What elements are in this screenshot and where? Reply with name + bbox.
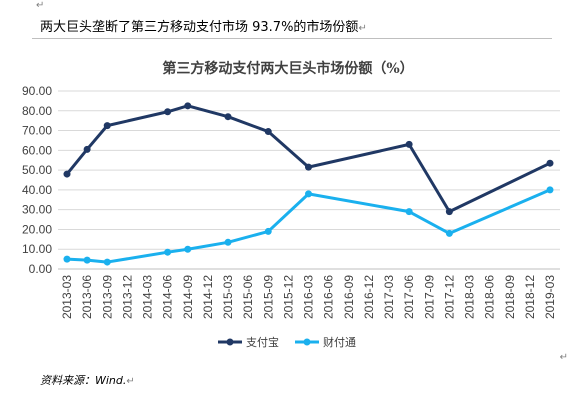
- data-point: [184, 245, 192, 253]
- paragraph-mark: ↵: [358, 23, 367, 34]
- x-tick-label: 2014-06: [161, 275, 175, 319]
- data-point: [103, 122, 111, 130]
- gridlines: [58, 90, 560, 250]
- x-tick-label: 2017-03: [382, 275, 396, 319]
- y-tick-label: 40.00: [22, 183, 52, 197]
- x-tick-label: 2018-03: [463, 275, 477, 319]
- paragraph-mark: ↵: [559, 352, 568, 363]
- y-tick-label: 50.00: [22, 163, 52, 177]
- data-point: [405, 140, 413, 148]
- legend-marker: [226, 338, 234, 346]
- data-point: [103, 258, 111, 266]
- source-text: 资料来源：Wind.: [40, 374, 127, 387]
- data-point: [184, 102, 192, 110]
- x-tick-label: 2015-03: [221, 275, 235, 319]
- x-tick-label: 2016-06: [322, 275, 336, 319]
- data-point: [224, 238, 232, 246]
- x-axis-ticks: 2013-03 2013-06 2013-09 2013-12 2014-03 2014-…: [60, 275, 557, 319]
- x-tick-label: 2019-03: [543, 275, 557, 319]
- y-tick-label: 0.00: [29, 262, 53, 276]
- y-tick-label: 60.00: [22, 143, 52, 157]
- data-point: [546, 159, 554, 167]
- x-tick-label: 2015-09: [261, 275, 275, 319]
- source-note: 资料来源：Wind.↵: [40, 372, 135, 388]
- series-line: [66, 188, 551, 264]
- data-point: [405, 208, 413, 216]
- series-layer: [63, 102, 554, 266]
- data-point: [63, 170, 71, 178]
- data-point: [264, 128, 272, 136]
- data-point: [264, 227, 272, 235]
- x-tick-label: 2013-12: [120, 275, 134, 319]
- paragraph-mark: ↵: [126, 376, 135, 387]
- data-point: [546, 186, 554, 194]
- data-point: [224, 113, 232, 121]
- document-heading: 两大巨头垄断了第三方移动支付市场 93.7%的市场份额↵: [40, 16, 367, 35]
- x-tick-label: 2014-12: [201, 275, 215, 319]
- legend-label: 支付宝: [246, 335, 279, 349]
- y-tick-label: 90.00: [22, 84, 52, 98]
- x-tick-label: 2018-12: [523, 275, 537, 319]
- legend-marker: [303, 338, 311, 346]
- paragraph-mark: ↵: [36, 0, 45, 11]
- x-tick-label: 2016-09: [342, 275, 356, 319]
- y-tick-label: 20.00: [22, 222, 52, 236]
- y-tick-label: 70.00: [22, 124, 52, 138]
- x-tick-label: 2014-03: [141, 275, 155, 319]
- data-point: [164, 108, 172, 116]
- heading-text: 两大巨头垄断了第三方移动支付市场 93.7%的市场份额: [40, 20, 359, 35]
- y-tick-label: 10.00: [22, 242, 52, 256]
- data-point: [164, 248, 172, 256]
- y-axis-ticks: 0.00 10.00 20.00 30.00 40.00 50.00 60.00 70.00 8…: [22, 84, 52, 276]
- data-point: [445, 229, 453, 237]
- y-tick-label: 30.00: [22, 203, 52, 217]
- data-point: [83, 256, 91, 264]
- data-point: [63, 255, 71, 263]
- x-tick-label: 2016-12: [362, 275, 376, 319]
- legend-label: 财付通: [323, 335, 356, 349]
- x-tick-label: 2013-03: [60, 275, 74, 319]
- data-point: [305, 190, 312, 198]
- data-point: [445, 208, 453, 216]
- heading-divider: [32, 38, 552, 39]
- x-tick-label: 2017-09: [422, 275, 436, 319]
- x-tick-label: 2018-06: [483, 275, 497, 319]
- chart-title: 第三方移动支付两大巨头市场份额（%）: [162, 60, 413, 77]
- y-tick-label: 80.00: [22, 104, 52, 118]
- x-tick-label: 2015-12: [281, 275, 295, 319]
- x-tick-label: 2016-03: [302, 275, 316, 319]
- x-tick-label: 2017-06: [402, 275, 416, 319]
- x-tick-label: 2014-09: [181, 275, 195, 319]
- x-tick-label: 2017-12: [442, 275, 456, 319]
- legend: 支付宝 财付通: [218, 335, 356, 349]
- x-tick-label: 2015-06: [241, 275, 255, 319]
- data-point: [83, 145, 91, 153]
- x-tick-label: 2013-09: [100, 275, 114, 319]
- data-point: [305, 163, 312, 171]
- x-tick-label: 2018-09: [503, 275, 517, 319]
- x-tick-label: 2013-06: [80, 275, 94, 319]
